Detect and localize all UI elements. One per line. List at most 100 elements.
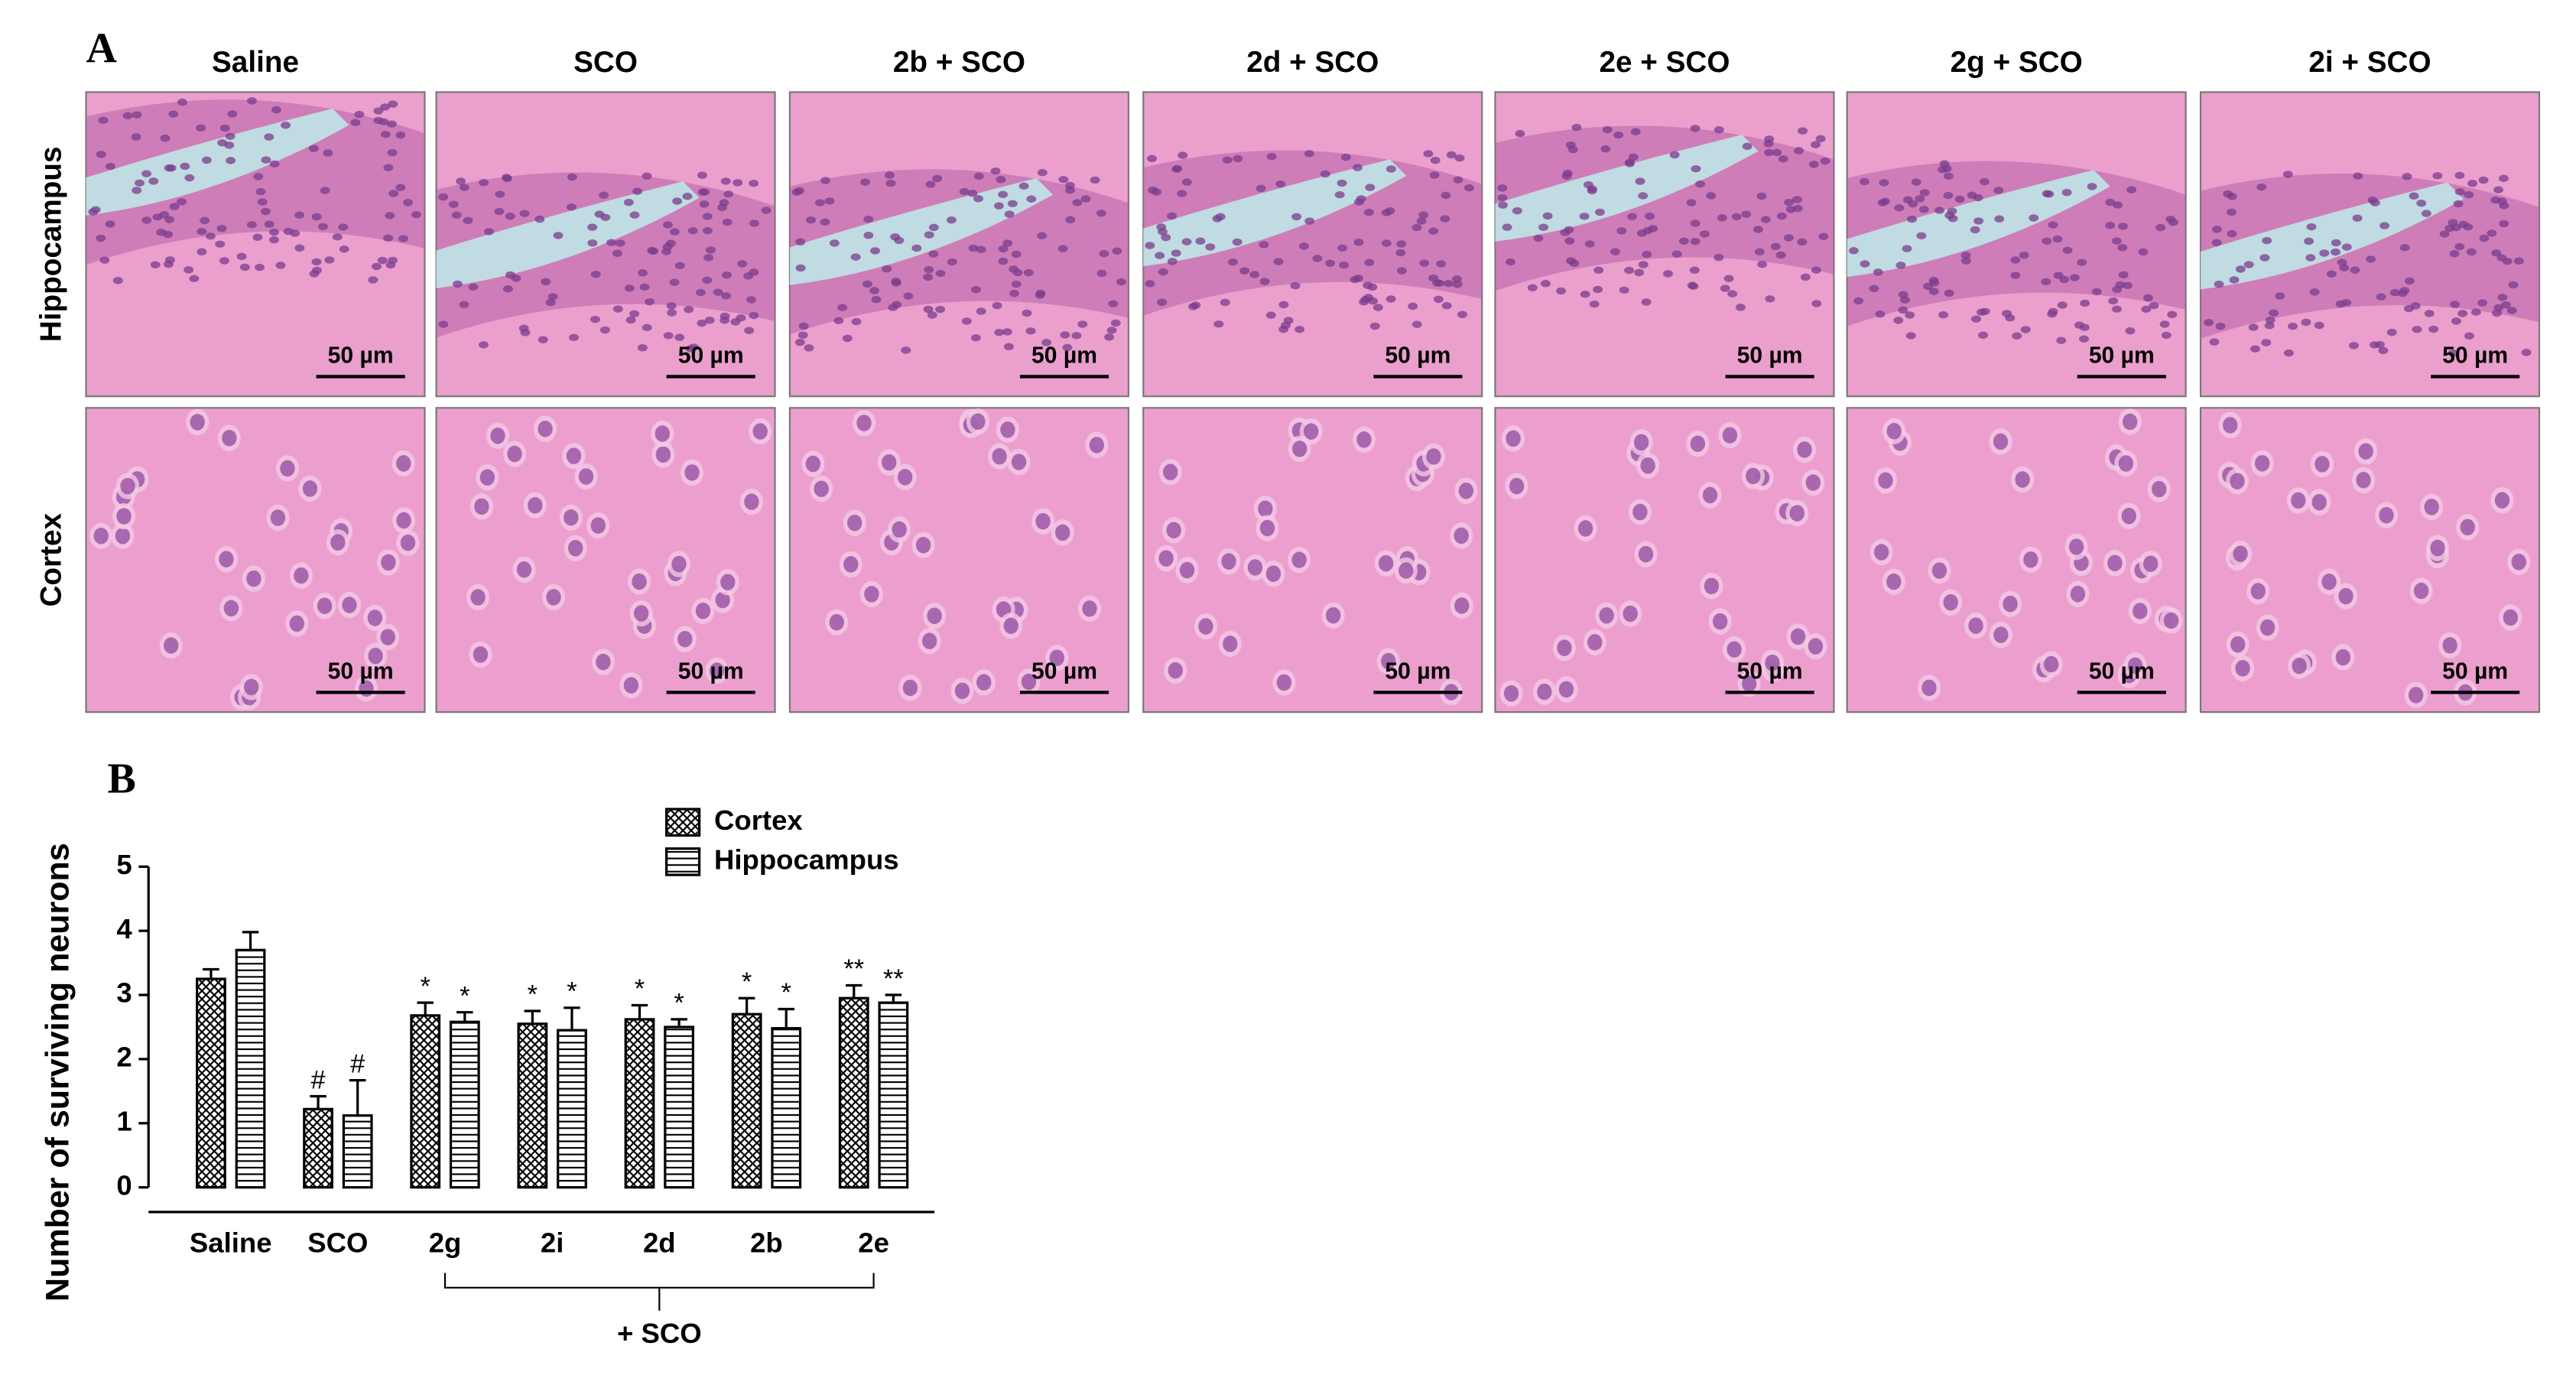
- column-label: 2e + SCO: [1599, 46, 1730, 79]
- nucleus: [961, 317, 972, 325]
- nucleus: [1385, 165, 1396, 173]
- nucleus: [1980, 307, 1990, 316]
- nucleus: [2467, 179, 2477, 187]
- nucleus: [1294, 325, 1305, 333]
- nucleus: [2499, 219, 2509, 228]
- nucleus: [1938, 310, 1949, 319]
- nucleus: [148, 177, 159, 185]
- nucleus: [2352, 214, 2363, 222]
- nucleus: [1055, 524, 1070, 541]
- nucleus: [1918, 206, 1929, 213]
- nucleus: [924, 231, 934, 239]
- nucleus: [122, 112, 133, 119]
- nucleus: [2421, 210, 2431, 217]
- nucleus: [713, 288, 723, 296]
- nucleus: [383, 164, 394, 171]
- nucleus: [590, 271, 601, 278]
- y-axis-title: Number of surviving neurons: [39, 843, 76, 1302]
- nucleus: [1096, 269, 1107, 278]
- nucleus: [1065, 186, 1075, 194]
- nucleus: [2223, 417, 2238, 434]
- bar: [878, 1001, 909, 1189]
- nucleus: [567, 540, 583, 557]
- nucleus: [373, 107, 384, 115]
- nucleus: [1911, 178, 1921, 186]
- nucleus: [791, 188, 802, 196]
- nucleus: [1145, 280, 1155, 288]
- nucleus: [387, 148, 398, 157]
- nucleus: [164, 637, 179, 654]
- nucleus: [253, 173, 264, 180]
- nucleus: [1002, 328, 1012, 336]
- scale-bar-label: 50 µm: [2442, 343, 2508, 369]
- nucleus: [2331, 239, 2341, 247]
- nucleus: [667, 309, 677, 317]
- nucleus: [967, 190, 978, 197]
- nucleus: [294, 244, 305, 252]
- nucleus: [105, 220, 115, 228]
- nucleus: [294, 211, 304, 219]
- nucleus: [1037, 168, 1048, 177]
- nucleus: [2478, 176, 2489, 184]
- nucleus: [970, 285, 981, 294]
- nucleus: [1368, 297, 1379, 305]
- nucleus: [538, 336, 548, 343]
- nucleus: [381, 554, 396, 571]
- nucleus: [1704, 577, 1720, 595]
- nucleus: [386, 120, 397, 128]
- nucleus: [998, 257, 1009, 265]
- nucleus: [1599, 607, 1614, 624]
- nucleus: [706, 246, 716, 254]
- nucleus: [901, 346, 911, 354]
- nucleus: [1009, 289, 1019, 297]
- nucleus: [992, 447, 1007, 465]
- nucleus: [385, 261, 396, 269]
- nucleus: [730, 318, 741, 326]
- nucleus: [749, 180, 759, 187]
- nucleus: [2204, 318, 2214, 327]
- nucleus: [2080, 299, 2090, 307]
- nucleus: [2227, 229, 2237, 238]
- nucleus: [98, 116, 109, 125]
- nucleus: [1171, 249, 1181, 257]
- nucleus: [1993, 626, 2009, 643]
- nucleus: [1004, 210, 1015, 218]
- significance-mark: *: [781, 978, 791, 1007]
- nucleus: [1172, 164, 1183, 173]
- nucleus: [935, 269, 946, 278]
- nucleus: [451, 211, 462, 219]
- nucleus: [1714, 126, 1724, 134]
- nucleus: [672, 197, 683, 205]
- nucleus: [638, 269, 648, 277]
- lumen: [1495, 135, 1759, 242]
- x-tick-label: 2b: [750, 1227, 783, 1259]
- nucleus: [2460, 518, 2475, 536]
- nucleus: [2113, 201, 2123, 209]
- nucleus: [1273, 258, 1284, 265]
- nucleus: [1463, 184, 1474, 192]
- nucleus: [1325, 606, 1341, 624]
- nucleus: [885, 179, 896, 187]
- significance-mark: *: [460, 981, 469, 1010]
- nucleus: [1820, 157, 1830, 165]
- nucleus: [833, 317, 844, 325]
- nucleus: [615, 239, 625, 247]
- nucleus: [378, 118, 389, 125]
- nucleus: [90, 206, 101, 214]
- nucleus: [1538, 223, 1548, 232]
- nucleus: [1434, 279, 1445, 288]
- nucleus: [994, 328, 1005, 336]
- nucleus: [746, 296, 756, 304]
- nucleus: [483, 228, 494, 236]
- nucleus: [541, 278, 551, 286]
- nucleus: [1505, 258, 1515, 266]
- nucleus: [722, 271, 732, 279]
- nucleus: [380, 103, 391, 111]
- bar: [303, 1107, 333, 1189]
- nucleus: [1669, 151, 1680, 159]
- nucleus: [2015, 471, 2030, 488]
- nucleus: [1527, 284, 1538, 291]
- nucleus: [1794, 147, 1804, 154]
- nucleus: [1222, 156, 1233, 164]
